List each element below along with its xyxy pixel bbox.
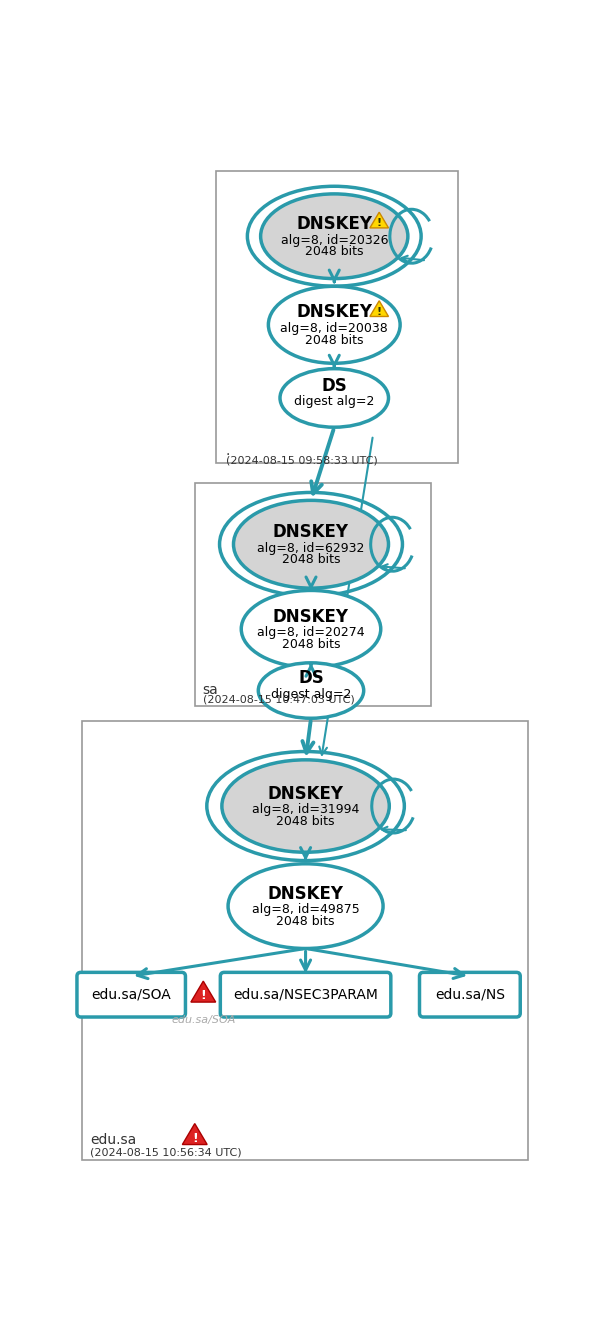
Text: 2048 bits: 2048 bits	[305, 245, 364, 259]
FancyBboxPatch shape	[77, 973, 186, 1016]
Text: !: !	[377, 307, 381, 317]
Text: DNSKEY: DNSKEY	[296, 215, 373, 234]
Text: alg=8, id=20038: alg=8, id=20038	[281, 322, 388, 336]
Text: .: .	[226, 445, 230, 458]
Bar	[82, 722, 528, 1160]
Ellipse shape	[269, 287, 400, 364]
Text: DNSKEY: DNSKEY	[273, 608, 349, 625]
Ellipse shape	[228, 864, 383, 949]
Ellipse shape	[222, 760, 389, 852]
Text: alg=8, id=31994: alg=8, id=31994	[252, 803, 359, 816]
Ellipse shape	[233, 500, 389, 588]
Text: DNSKEY: DNSKEY	[267, 885, 344, 902]
Polygon shape	[182, 1124, 207, 1144]
FancyBboxPatch shape	[420, 973, 520, 1016]
Text: !: !	[201, 990, 206, 1002]
Bar	[217, 171, 458, 463]
Text: DS: DS	[321, 377, 347, 394]
Text: alg=8, id=20326: alg=8, id=20326	[281, 234, 388, 247]
Text: edu.sa/SOA: edu.sa/SOA	[91, 987, 171, 1002]
Text: digest alg=2: digest alg=2	[294, 395, 374, 409]
Text: DNSKEY: DNSKEY	[267, 784, 344, 803]
Ellipse shape	[241, 591, 381, 667]
Ellipse shape	[259, 662, 364, 718]
Text: (2024-08-15 10:47:03 UTC): (2024-08-15 10:47:03 UTC)	[202, 694, 354, 705]
Text: (2024-08-15 10:56:34 UTC): (2024-08-15 10:56:34 UTC)	[90, 1147, 242, 1157]
Bar	[195, 483, 431, 706]
Text: edu.sa/NS: edu.sa/NS	[435, 987, 505, 1002]
Text: alg=8, id=20274: alg=8, id=20274	[257, 626, 365, 640]
Text: DS: DS	[298, 669, 324, 687]
Polygon shape	[370, 301, 389, 316]
Text: alg=8, id=62932: alg=8, id=62932	[257, 541, 365, 555]
Text: edu.sa/SOA: edu.sa/SOA	[171, 1015, 235, 1024]
Polygon shape	[370, 212, 389, 228]
Text: 2048 bits: 2048 bits	[282, 553, 340, 567]
Text: (2024-08-15 09:58:33 UTC): (2024-08-15 09:58:33 UTC)	[226, 455, 377, 466]
Text: 2048 bits: 2048 bits	[276, 916, 335, 928]
Text: digest alg=2: digest alg=2	[271, 687, 351, 701]
Text: DNSKEY: DNSKEY	[273, 523, 349, 541]
Text: 2048 bits: 2048 bits	[305, 333, 364, 346]
Text: alg=8, id=49875: alg=8, id=49875	[252, 904, 359, 917]
Text: !: !	[377, 219, 381, 228]
Polygon shape	[191, 981, 216, 1002]
Ellipse shape	[280, 369, 389, 427]
Text: edu.sa: edu.sa	[90, 1133, 136, 1148]
Text: edu.sa/NSEC3PARAM: edu.sa/NSEC3PARAM	[233, 987, 378, 1002]
Ellipse shape	[261, 194, 408, 279]
Text: sa: sa	[202, 683, 219, 697]
FancyBboxPatch shape	[220, 973, 391, 1016]
Text: DNSKEY: DNSKEY	[296, 304, 373, 321]
Text: !: !	[192, 1132, 198, 1145]
Text: 2048 bits: 2048 bits	[276, 815, 335, 828]
Text: 2048 bits: 2048 bits	[282, 638, 340, 650]
